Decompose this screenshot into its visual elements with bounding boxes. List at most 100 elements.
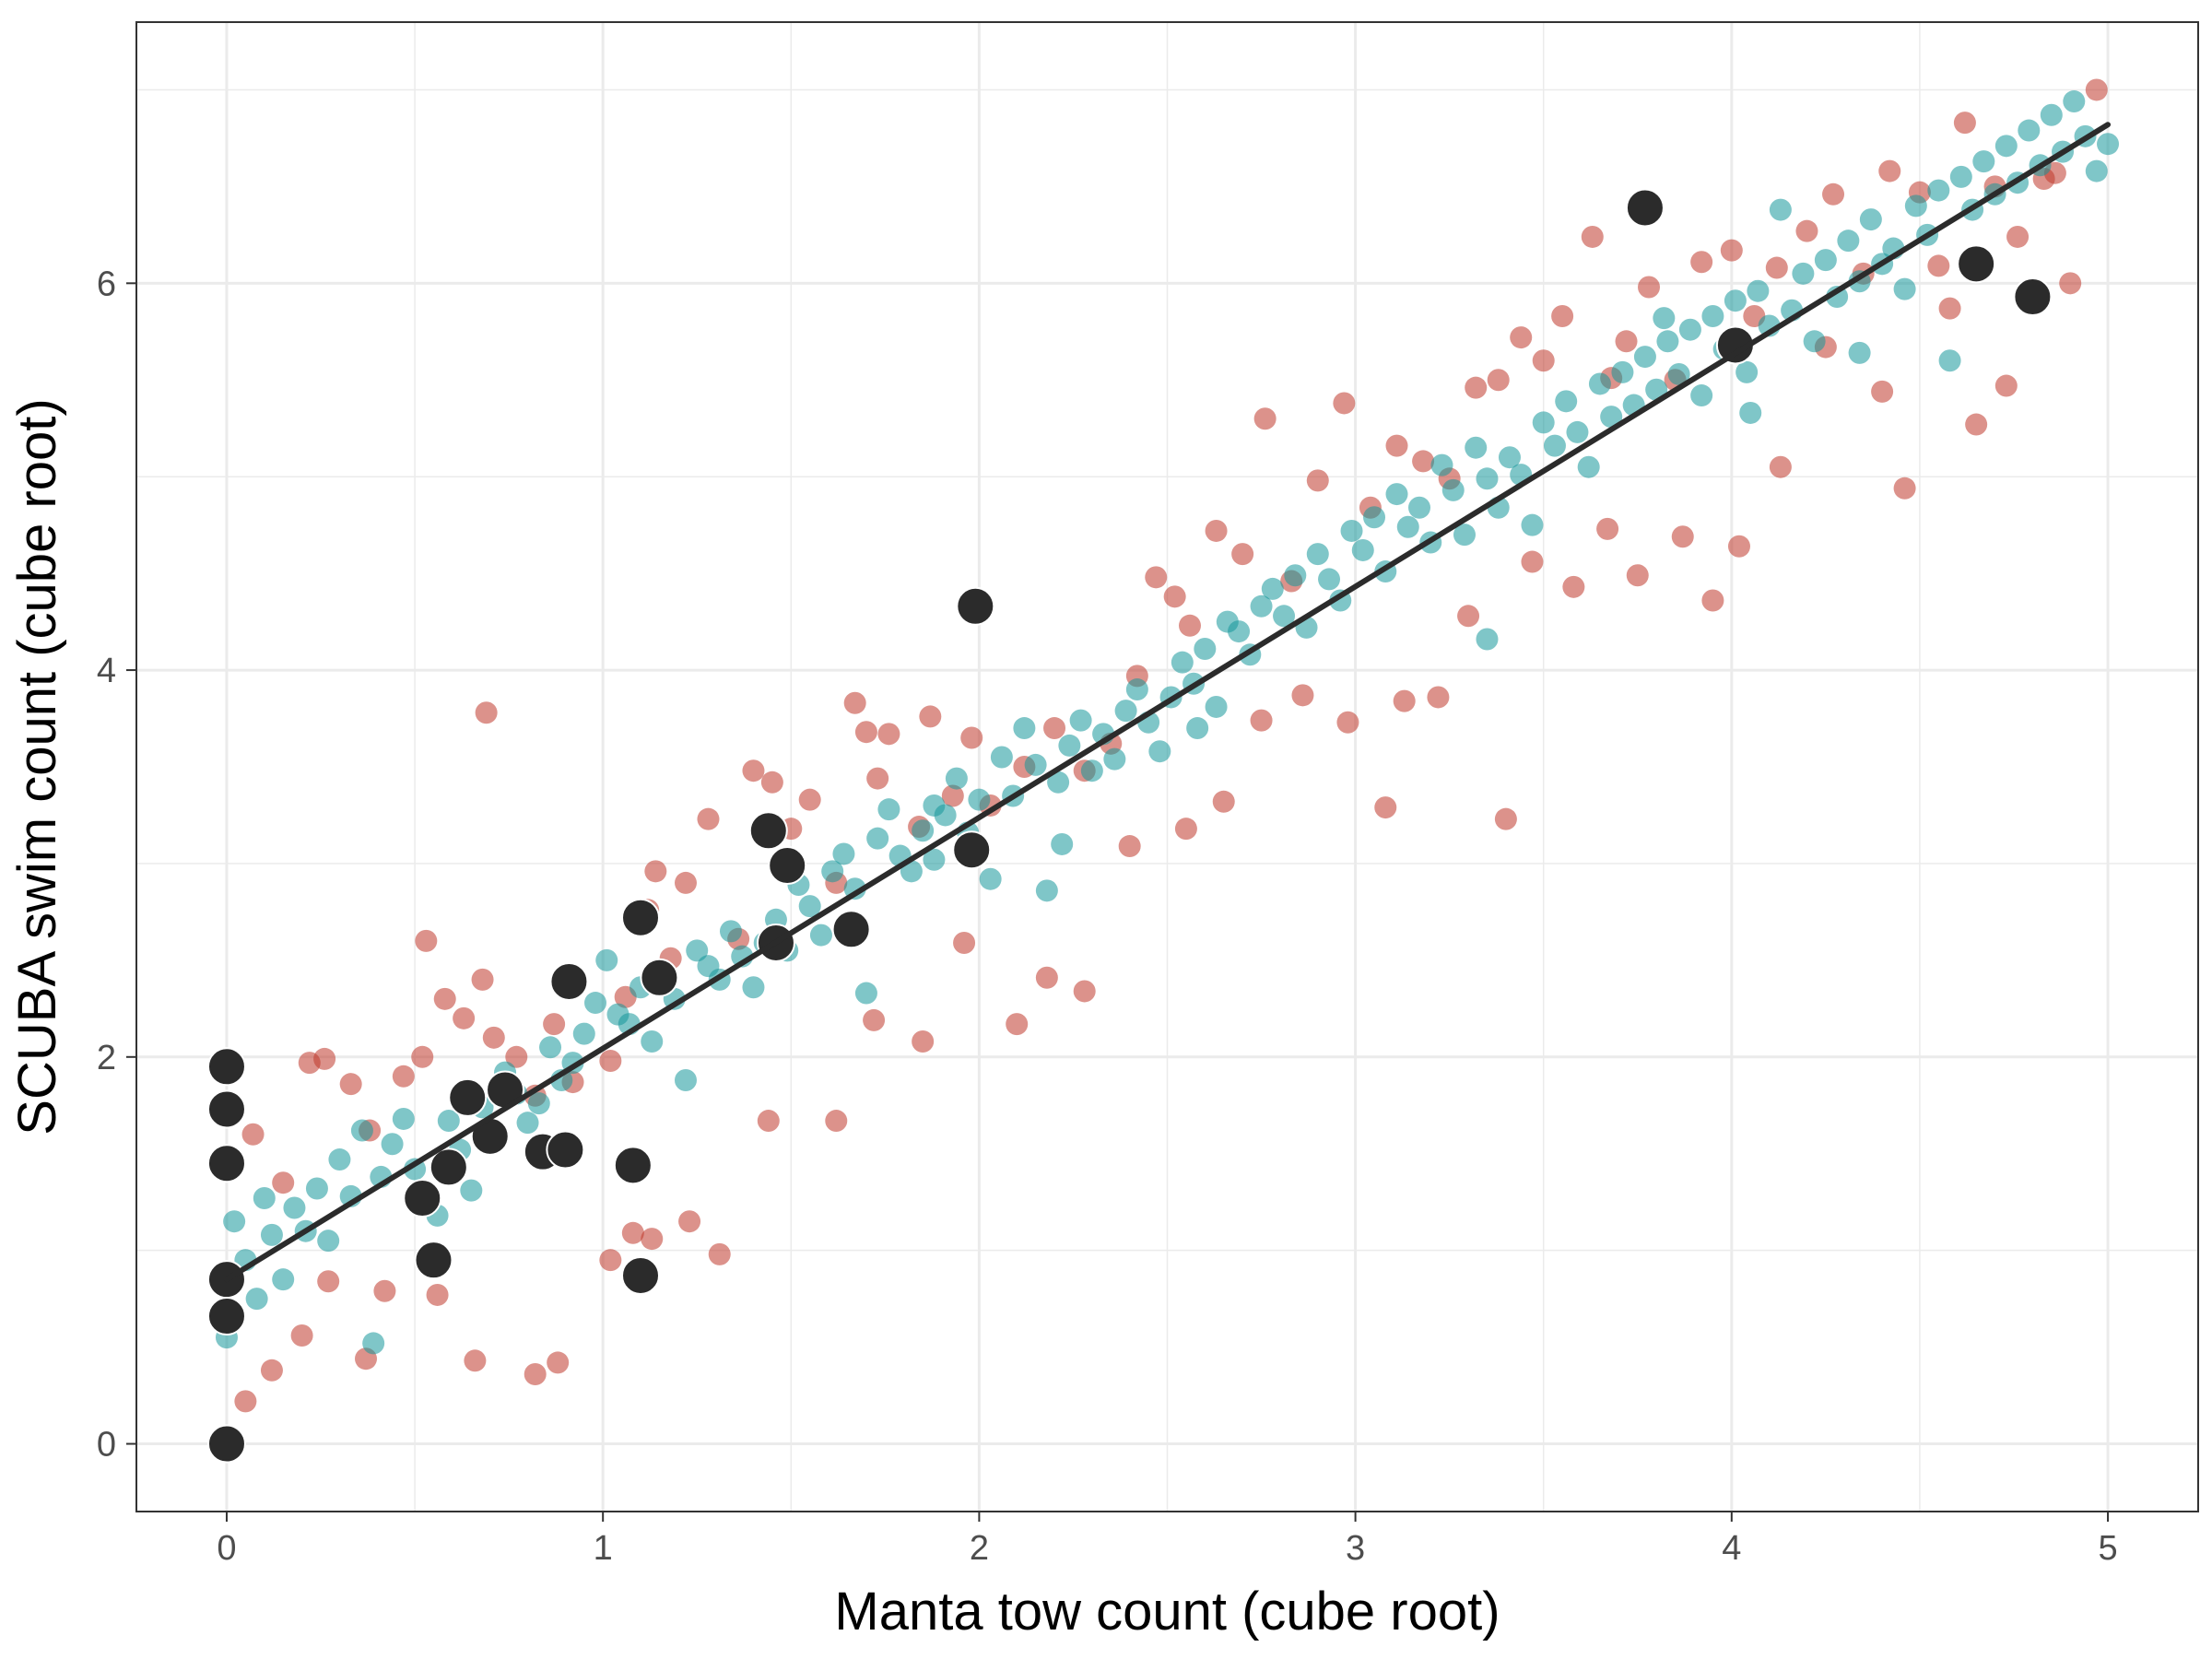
grid-major: [136, 22, 2198, 1512]
point-dark: [1957, 244, 1996, 284]
point-teal: [1273, 605, 1296, 628]
point-red: [317, 1270, 340, 1293]
point-red: [674, 871, 697, 894]
point-teal: [1047, 771, 1070, 794]
point-teal: [945, 767, 968, 790]
point-teal: [328, 1148, 351, 1171]
point-teal: [912, 819, 935, 842]
point-red: [1212, 790, 1235, 813]
point-red: [1145, 566, 1168, 589]
point-teal: [223, 1210, 246, 1233]
point-red: [866, 767, 889, 790]
point-red: [471, 968, 494, 991]
point-teal: [1735, 360, 1759, 383]
point-teal: [245, 1288, 268, 1311]
point-dark: [206, 1297, 246, 1336]
point-red: [339, 1073, 362, 1096]
point-red: [260, 1359, 283, 1382]
point-teal: [1228, 620, 1251, 643]
point-teal: [1340, 519, 1363, 542]
point-red: [1465, 376, 1488, 399]
point-red: [1250, 709, 1273, 732]
point-red: [464, 1349, 487, 1372]
point-red: [1306, 469, 1329, 492]
point-red: [411, 1045, 434, 1068]
y-tick-label: 2: [97, 1039, 116, 1077]
point-red: [1333, 392, 1356, 415]
point-red: [941, 784, 964, 807]
point-teal: [1803, 330, 1826, 353]
point-dark: [831, 910, 871, 949]
point-red: [953, 931, 976, 954]
point-teal: [1769, 198, 1792, 221]
point-teal: [1080, 759, 1103, 782]
x-axis-title: Manta tow count (cube root): [834, 1582, 1500, 1641]
point-red: [453, 1006, 476, 1030]
point-teal: [1792, 262, 1815, 285]
point-teal: [900, 860, 923, 883]
point-red: [1765, 256, 1788, 279]
point-red: [1231, 543, 1254, 566]
point-teal: [686, 939, 709, 962]
point-teal: [527, 1092, 550, 1115]
point-teal: [832, 842, 855, 865]
point-teal: [923, 848, 946, 871]
fit-line: [223, 122, 2112, 1283]
point-teal: [437, 1110, 460, 1133]
point-teal: [2018, 119, 2041, 142]
grid-minor: [136, 22, 2198, 1512]
point-dark: [956, 586, 995, 626]
point-red: [1073, 980, 1096, 1003]
point-teal: [253, 1187, 276, 1210]
point-teal: [1994, 135, 2018, 158]
point-red: [825, 1110, 848, 1133]
point-dark: [640, 958, 679, 997]
point-red: [1893, 477, 1916, 500]
point-red: [1795, 219, 1818, 242]
series-red: [234, 78, 2108, 1413]
point-teal: [1588, 372, 1611, 395]
point-dark: [206, 1047, 246, 1087]
point-red: [543, 1013, 566, 1036]
point-red: [1457, 605, 1480, 628]
point-teal: [809, 924, 832, 947]
point-dark: [613, 1146, 653, 1185]
point-red: [854, 721, 877, 744]
point-red: [1690, 251, 1713, 274]
series-dark: [206, 188, 2053, 1464]
point-teal: [1543, 434, 1566, 457]
point-teal: [1532, 411, 1555, 434]
point-teal: [1363, 506, 1386, 529]
point-teal: [1814, 249, 1837, 272]
point-teal: [305, 1177, 328, 1200]
point-teal: [272, 1268, 295, 1291]
point-red: [644, 860, 667, 883]
point-red: [1291, 684, 1314, 707]
axis-ticks: [126, 282, 2110, 1522]
point-teal: [1859, 208, 1882, 231]
point-red: [1336, 711, 1359, 734]
y-tick-label: 6: [97, 265, 116, 303]
point-red: [1532, 349, 1555, 372]
point-dark: [748, 811, 788, 851]
point-red: [426, 1283, 449, 1306]
point-teal: [1476, 628, 1499, 651]
point-red: [708, 1242, 731, 1265]
series-teal: [215, 90, 2120, 1355]
x-tick-label: 2: [970, 1529, 989, 1568]
point-red: [1927, 254, 1950, 277]
point-teal: [1927, 179, 1950, 202]
point-teal: [381, 1133, 404, 1156]
point-teal: [1498, 446, 1521, 469]
point-red: [599, 1249, 622, 1272]
point-red: [2059, 272, 2082, 295]
point-red: [482, 1026, 505, 1049]
point-red: [1581, 225, 1604, 248]
y-tick-label: 0: [97, 1426, 116, 1465]
point-red: [1596, 517, 1619, 540]
point-teal: [516, 1112, 539, 1135]
point-red: [877, 723, 900, 746]
point-dark: [206, 1089, 246, 1129]
